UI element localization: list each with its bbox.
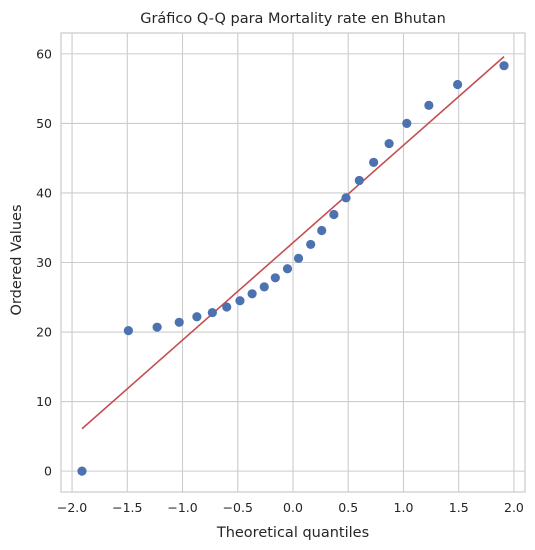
data-point	[174, 317, 184, 327]
data-point	[270, 273, 280, 283]
x-tick-label: 1.5	[449, 500, 469, 515]
grid-lines	[61, 33, 525, 492]
data-point	[247, 289, 257, 299]
y-tick-label: 60	[36, 46, 52, 61]
x-tick-label: 1.0	[394, 500, 414, 515]
data-point	[354, 175, 364, 186]
y-tick-label: 30	[36, 255, 52, 270]
y-tick-label: 50	[36, 116, 52, 131]
data-point	[207, 307, 217, 318]
x-tick-label: 0.0	[283, 500, 303, 515]
data-point	[222, 302, 232, 312]
data-point	[259, 282, 269, 292]
data-points	[77, 61, 509, 476]
data-point	[499, 61, 509, 71]
data-point	[192, 312, 202, 322]
reference-line	[81, 56, 505, 430]
data-point	[306, 239, 316, 250]
data-point	[235, 296, 245, 306]
x-tick-label: 2.0	[504, 500, 524, 515]
data-point	[453, 79, 463, 90]
data-point	[369, 157, 379, 167]
data-point	[293, 253, 304, 263]
x-tick-labels: −2.0 −1.5 −1.0 −0.5 0.0 0.5 1.0 1.5 2.0	[57, 500, 524, 515]
fit-line	[81, 56, 505, 430]
x-tick-label: −1.5	[112, 500, 142, 515]
y-tick-labels: 0 10 20 30 40 50 60	[36, 46, 52, 478]
data-point	[402, 118, 412, 129]
x-tick-label: 0.5	[338, 500, 358, 515]
data-point	[317, 225, 327, 236]
y-tick-label: 10	[36, 394, 52, 409]
y-tick-label: 20	[36, 325, 52, 340]
data-point	[384, 138, 394, 149]
x-tick-label: −0.5	[223, 500, 253, 515]
y-tick-label: 0	[44, 464, 52, 479]
data-point	[341, 193, 351, 203]
data-point	[424, 100, 434, 110]
x-tick-label: −2.0	[57, 500, 87, 515]
data-point	[329, 209, 339, 220]
data-point	[152, 322, 162, 332]
chart-title: Gráfico Q-Q para Mortality rate en Bhuta…	[140, 11, 446, 27]
y-tick-label: 40	[36, 185, 52, 200]
data-point	[123, 326, 133, 336]
y-axis-title: Ordered Values	[9, 205, 25, 316]
data-point	[282, 264, 293, 274]
x-tick-label: −1.0	[167, 500, 197, 515]
data-point	[77, 466, 87, 476]
x-axis-title: Theoretical quantiles	[216, 525, 369, 541]
